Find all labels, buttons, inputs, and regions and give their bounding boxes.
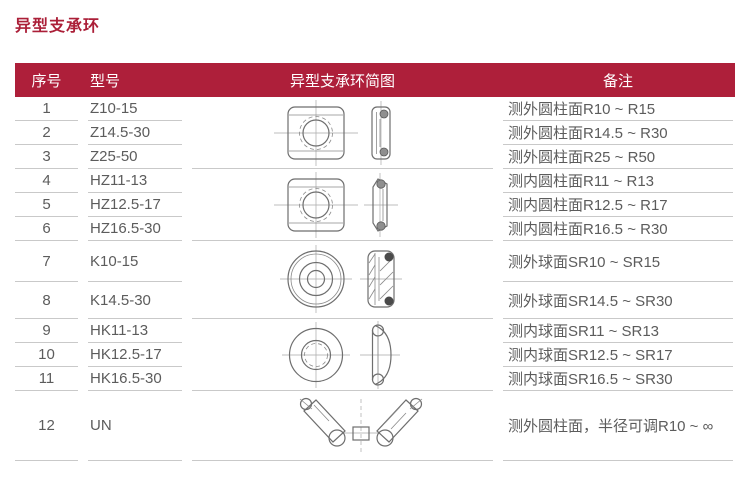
remark-cell: 测内球面SR12.5 ~ SR17 (503, 343, 733, 367)
model-cell: HZ12.5-17 (88, 193, 182, 217)
row-number: 8 (15, 282, 78, 319)
header-model: 型号 (90, 72, 121, 90)
square-plate-inner-cylinder-diagram (192, 169, 493, 241)
square-plate-outer-cylinder-diagram (192, 97, 493, 169)
row-number: 6 (15, 217, 78, 241)
row-number: 1 (15, 97, 78, 121)
remark-cell: 测内圆柱面R16.5 ~ R30 (503, 217, 733, 241)
row-number: 3 (15, 145, 78, 169)
model-cell: HZ11-13 (88, 169, 182, 193)
table-body: 1 Z10-15 测外圆柱面R10 ~ R15 2 Z14.5-30 测外圆柱面… (15, 97, 735, 461)
page-title: 异型支承环 (15, 18, 101, 35)
model-cell: HK16.5-30 (88, 367, 182, 391)
header-no: 序号 (31, 72, 62, 90)
model-cell: HK12.5-17 (88, 343, 182, 367)
model-cell: UN (88, 391, 182, 461)
header-remark: 备注 (602, 72, 633, 90)
universal-v-block-diagram (192, 391, 493, 461)
ring-outer-sphere-diagram (192, 241, 493, 319)
model-cell: K10-15 (88, 241, 182, 282)
remark-cell: 测内球面SR16.5 ~ SR30 (503, 367, 733, 391)
row-number: 11 (15, 367, 78, 391)
remark-cell: 测外球面SR10 ~ SR15 (503, 241, 733, 282)
ring-inner-sphere-diagram (192, 319, 493, 391)
remark-cell: 测内圆柱面R12.5 ~ R17 (503, 193, 733, 217)
header-diagram: 异型支承环简图 (289, 72, 395, 90)
support-ring-table: 序号 型号 异型支承环简图 备注 1 Z10-15 测外圆柱面R10 ~ R15… (15, 63, 735, 461)
table-header-row: 序号 型号 异型支承环简图 备注 (15, 63, 735, 97)
row-number: 12 (15, 391, 78, 461)
row-number: 9 (15, 319, 78, 343)
model-cell: HZ16.5-30 (88, 217, 182, 241)
row-number: 10 (15, 343, 78, 367)
model-cell: Z14.5-30 (88, 121, 182, 145)
remark-cell: 测外圆柱面R25 ~ R50 (503, 145, 733, 169)
row-number: 5 (15, 193, 78, 217)
model-cell: Z25-50 (88, 145, 182, 169)
remark-cell: 测外圆柱面，半径可调R10 ~ ∞ (503, 391, 733, 461)
remark-cell: 测外圆柱面R10 ~ R15 (503, 97, 733, 121)
remark-cell: 测外球面SR14.5 ~ SR30 (503, 282, 733, 319)
model-cell: HK11-13 (88, 319, 182, 343)
row-number: 2 (15, 121, 78, 145)
row-number: 7 (15, 241, 78, 282)
remark-cell: 测内圆柱面R11 ~ R13 (503, 169, 733, 193)
remark-cell: 测外圆柱面R14.5 ~ R30 (503, 121, 733, 145)
model-cell: K14.5-30 (88, 282, 182, 319)
model-cell: Z10-15 (88, 97, 182, 121)
remark-cell: 测内球面SR11 ~ SR13 (503, 319, 733, 343)
row-number: 4 (15, 169, 78, 193)
